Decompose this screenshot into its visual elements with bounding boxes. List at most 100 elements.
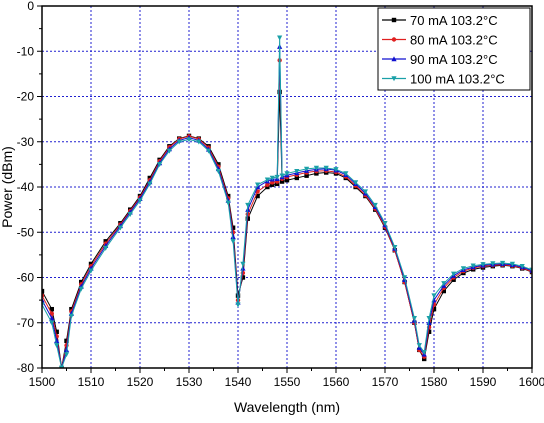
data-point [422, 356, 427, 362]
data-point [240, 261, 246, 267]
data-point [264, 177, 270, 183]
data-point [54, 343, 60, 349]
data-point [362, 189, 368, 195]
y-tick-label: -50 [17, 225, 35, 239]
data-point [519, 263, 525, 269]
data-point [206, 148, 212, 154]
series-layer [42, 35, 532, 368]
y-tick-label: -40 [17, 180, 35, 194]
x-tick-label: 1510 [78, 375, 105, 389]
data-point [186, 137, 192, 143]
data-point [117, 225, 123, 231]
x-tick-label: 1590 [470, 375, 497, 389]
data-point [64, 338, 69, 344]
data-point [294, 175, 299, 181]
data-point [460, 266, 466, 272]
data-point [68, 313, 74, 319]
data-point [333, 167, 339, 173]
data-point [431, 293, 437, 299]
x-tick-label: 1500 [29, 375, 56, 389]
data-point [79, 279, 84, 285]
data-point [166, 148, 172, 154]
legend-label: 80 mA 103.2°C [410, 33, 498, 48]
data-point [294, 168, 300, 174]
data-point [42, 288, 45, 294]
data-point [402, 275, 408, 281]
data-point [176, 139, 182, 145]
x-ticks: 1500 1510 1520 1530 1540 1550 1560 1570 1580 1590… [29, 368, 544, 389]
data-point [226, 193, 231, 199]
data-point [255, 182, 261, 188]
legend-marker [391, 56, 397, 62]
data-point [284, 171, 290, 177]
data-point [196, 139, 202, 145]
y-tick-label: -30 [17, 135, 35, 149]
data-point [500, 260, 506, 266]
data-point [392, 244, 398, 250]
data-point [275, 181, 280, 187]
data-point [314, 171, 319, 176]
data-point [270, 182, 275, 187]
data-point [451, 271, 457, 277]
data-point [230, 239, 236, 245]
data-point [255, 193, 260, 199]
data-point [147, 181, 153, 187]
data-point [426, 319, 432, 325]
data-point [279, 173, 285, 179]
data-point [279, 179, 285, 184]
data-point [230, 225, 236, 230]
x-axis-title: Wavelength (nm) [234, 399, 340, 415]
x-tick-label: 1540 [225, 375, 252, 389]
x-tick-label: 1550 [274, 375, 301, 389]
data-point [343, 171, 349, 177]
data-point [216, 162, 221, 167]
data-point [235, 302, 241, 308]
legend-box [377, 7, 531, 91]
data-point [49, 320, 55, 326]
x-tick-label: 1520 [127, 375, 154, 389]
data-point [441, 281, 447, 287]
data-point [304, 166, 310, 172]
data-point [277, 35, 283, 41]
x-tick-label: 1560 [323, 375, 350, 389]
data-point [54, 329, 59, 334]
data-point [426, 329, 432, 334]
data-point [157, 162, 163, 168]
data-point [480, 262, 486, 268]
data-point [313, 165, 319, 171]
data-point [225, 200, 231, 206]
data-point [265, 182, 270, 187]
data-point [240, 265, 246, 271]
data-point [470, 263, 476, 269]
data-point [382, 221, 388, 226]
data-point [426, 316, 432, 322]
legend-label: 90 mA 103.2°C [410, 52, 498, 67]
data-point [240, 275, 246, 280]
data-point [63, 347, 70, 353]
y-tick-label: 0 [27, 0, 34, 13]
y-tick-label: -60 [17, 271, 35, 285]
data-point [88, 261, 94, 267]
data-point [353, 180, 359, 186]
data-point [323, 165, 329, 171]
legend-label: 100 mA 103.2°C [410, 72, 505, 87]
data-point [441, 288, 446, 294]
data-point [69, 306, 74, 312]
data-point [421, 349, 427, 355]
y-tick-label: -80 [17, 361, 35, 375]
data-point [277, 89, 282, 95]
data-point [265, 184, 270, 190]
data-point [127, 211, 133, 217]
data-point [78, 286, 84, 292]
y-axis-title: Power (dBm) [0, 146, 15, 228]
data-point [245, 202, 251, 208]
y-ticks: 0 -10 -20 -30 -40 -50 -60 -70 -80 [17, 0, 42, 375]
data-point [54, 338, 60, 344]
legend-entry: 90 mA 103.2°C [382, 52, 498, 67]
data-point [416, 343, 422, 349]
data-point [372, 202, 378, 208]
series-4 [42, 35, 532, 368]
data-point [49, 306, 54, 312]
data-point [88, 268, 94, 274]
